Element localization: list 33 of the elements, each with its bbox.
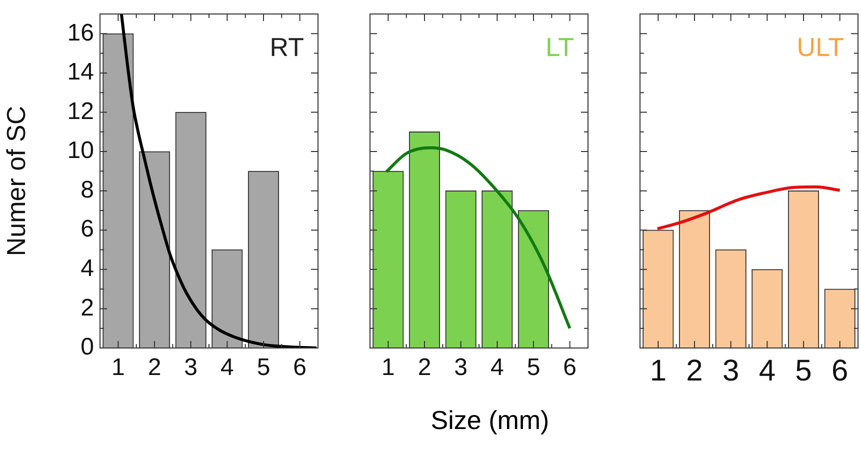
y-tick-label: 16	[67, 19, 94, 46]
x-tick-label: 4	[220, 354, 234, 382]
x-tick-label: 5	[526, 354, 540, 382]
y-tick-label: 12	[67, 98, 94, 125]
x-tick-label: 6	[293, 354, 307, 382]
x-tick-label: 2	[418, 354, 432, 382]
x-tick-label: 1	[650, 354, 667, 388]
x-tick-label: 1	[111, 354, 125, 382]
y-tick-label: 2	[80, 294, 94, 322]
x-tick-label: 5	[256, 354, 270, 382]
x-tick-label: 3	[722, 354, 740, 388]
x-tick-label: 5	[795, 354, 812, 388]
text: LT	[546, 32, 574, 62]
x-tick-label: 1	[381, 354, 395, 382]
x-tick-label: 2	[686, 354, 703, 388]
x-tick-label: 3	[454, 354, 468, 382]
x-axis-title: Size (mm)	[430, 405, 550, 436]
x-tick-label: 2	[148, 354, 162, 382]
x-tick-label: 4	[490, 354, 504, 382]
text: ULT	[796, 32, 844, 62]
y-axis-title: Numer of SC	[0, 106, 31, 256]
x-tick-label: 6	[831, 354, 848, 388]
x-tick-label: 4	[758, 354, 776, 388]
text: RT	[270, 32, 304, 62]
y-tick-label: 8	[80, 176, 94, 204]
x-tick-label: 6	[563, 354, 577, 382]
line-series	[120, 14, 318, 348]
y-tick-label: 6	[80, 216, 94, 243]
x-tick-label: 3	[184, 354, 198, 382]
y-tick-label: 10	[67, 137, 94, 164]
y-tick-label: 14	[67, 58, 94, 86]
y-tick-label: 4	[80, 255, 94, 282]
y-tick-label: 0	[80, 334, 94, 361]
